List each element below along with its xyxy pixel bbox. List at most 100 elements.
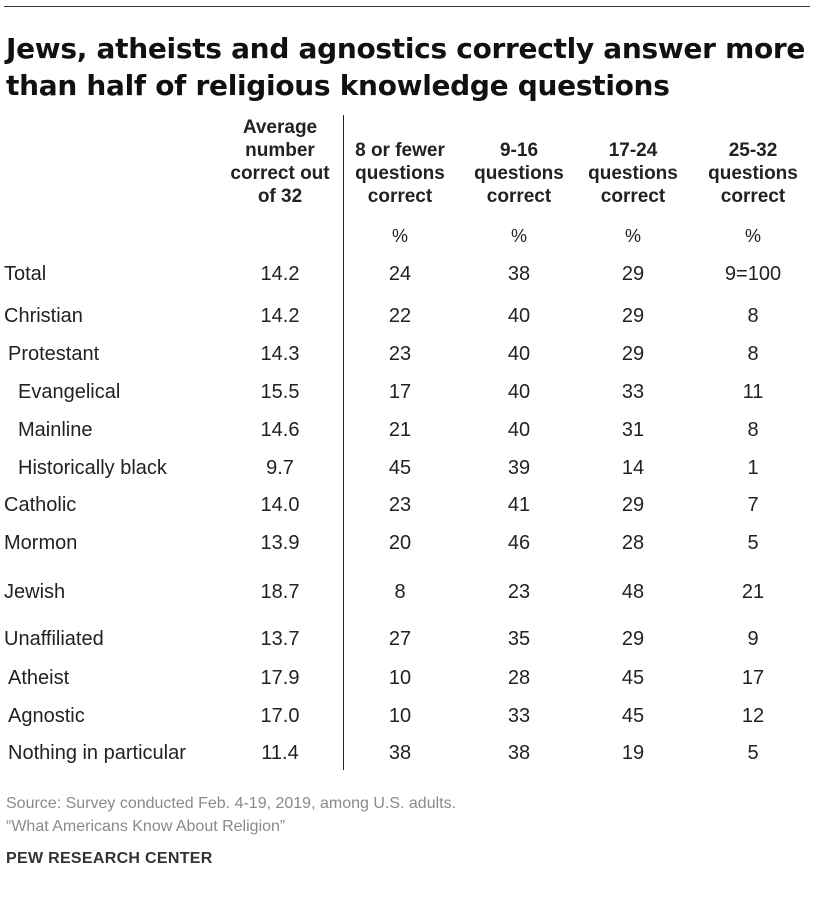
- row-label: Christian: [4, 305, 83, 327]
- table-cell: 13.9: [260, 532, 300, 554]
- table-cell: 14.3: [260, 343, 300, 365]
- column-header-2: 9-16 questions correct: [459, 139, 579, 208]
- row-label: Mainline: [18, 419, 93, 441]
- unit-label: %: [624, 226, 641, 246]
- row-label: Total: [4, 263, 47, 285]
- table-cell: 14.2: [260, 263, 300, 285]
- table-cell: 29: [621, 343, 645, 365]
- table-cell: 21: [388, 419, 412, 441]
- column-header-line: questions: [588, 163, 678, 184]
- table-cell: 12: [741, 705, 765, 727]
- row-label: Unaffiliated: [4, 628, 104, 650]
- table-cell: 33: [621, 381, 645, 403]
- table-cell: 14.6: [260, 419, 300, 441]
- table-cell: 5: [747, 742, 759, 764]
- column-header-line: of 32: [257, 186, 303, 207]
- column-header-line: 8 or fewer: [355, 140, 445, 161]
- table-cell: 40: [507, 419, 531, 441]
- column-header-line: 9-16: [499, 140, 539, 161]
- source-note: Source: Survey conducted Feb. 4-19, 2019…: [6, 792, 456, 838]
- table-cell: 14: [621, 457, 645, 479]
- table-cell: 8: [747, 305, 759, 327]
- table-cell: 9=100: [724, 263, 782, 285]
- table-cell: 5: [747, 532, 759, 554]
- table-cell: 11: [742, 381, 764, 403]
- table-cell: 38: [507, 263, 531, 285]
- table-cell: 35: [507, 628, 531, 650]
- column-header-line: questions: [474, 163, 564, 184]
- table-cell: 18.7: [260, 581, 300, 603]
- row-label: Catholic: [4, 494, 77, 516]
- source-line-1: Source: Survey conducted Feb. 4-19, 2019…: [6, 795, 457, 812]
- table-cell: 9: [747, 628, 759, 650]
- table-cell: 22: [388, 305, 412, 327]
- table-cell: 29: [621, 263, 645, 285]
- table-cell: 40: [507, 343, 531, 365]
- row-label: Historically black: [18, 457, 167, 479]
- table-cell: 41: [507, 494, 531, 516]
- table-cell: 46: [507, 532, 531, 554]
- table-cell: 1: [747, 457, 759, 479]
- column-header-line: correct: [600, 186, 666, 207]
- table-cell: 33: [507, 705, 531, 727]
- table-cell: 14.0: [260, 494, 300, 516]
- row-label: Protestant: [8, 343, 100, 365]
- column-header-line: correct: [720, 186, 786, 207]
- table-cell: 11.4: [261, 742, 299, 764]
- table-cell: 21: [741, 581, 765, 603]
- row-label: Agnostic: [8, 705, 85, 727]
- table-cell: 17.0: [260, 705, 300, 727]
- table-cell: 20: [388, 532, 412, 554]
- column-header-line: number: [245, 140, 315, 161]
- column-header-line: questions: [708, 163, 798, 184]
- table-cell: 40: [507, 381, 531, 403]
- table-cell: 23: [507, 581, 531, 603]
- table-cell: 31: [621, 419, 645, 441]
- top-rule: [4, 6, 810, 7]
- row-label: Evangelical: [18, 381, 121, 403]
- table-cell: 28: [507, 667, 531, 689]
- table-cell: 40: [507, 305, 531, 327]
- unit-label: %: [510, 226, 527, 246]
- row-label: Nothing in particular: [8, 742, 186, 764]
- brand-label: PEW RESEARCH CENTER: [6, 850, 213, 867]
- table-cell: 29: [621, 628, 645, 650]
- table-cell: 29: [621, 494, 645, 516]
- table-cell: 17: [741, 667, 765, 689]
- unit-label: %: [391, 226, 408, 246]
- column-header-3: 17-24 questions correct: [573, 139, 693, 208]
- table-cell: 23: [388, 343, 412, 365]
- column-divider: [343, 115, 344, 770]
- column-header-line: 17-24: [608, 140, 658, 161]
- column-header-line: correct out: [230, 163, 330, 184]
- row-label: Jewish: [4, 581, 66, 603]
- table-cell: 19: [621, 742, 645, 764]
- column-header-line: Average: [242, 117, 318, 138]
- table-cell: 45: [621, 667, 645, 689]
- table-cell: 23: [388, 494, 412, 516]
- table-cell: 10: [388, 705, 412, 727]
- source-line-2: “What Americans Know About Religion”: [6, 818, 286, 835]
- table-cell: 8: [394, 581, 406, 603]
- table-cell: 13.7: [260, 628, 300, 650]
- column-header-line: questions: [355, 163, 445, 184]
- unit-label: %: [744, 226, 761, 246]
- table-cell: 39: [507, 457, 531, 479]
- table-cell: 14.2: [260, 305, 300, 327]
- table-cell: 38: [388, 742, 412, 764]
- column-header-line: 25-32: [728, 140, 778, 161]
- table-cell: 48: [621, 581, 645, 603]
- row-label: Mormon: [4, 532, 78, 554]
- table-cell: 10: [388, 667, 412, 689]
- row-label: Atheist: [8, 667, 70, 689]
- table-cell: 38: [507, 742, 531, 764]
- table-cell: 8: [747, 419, 759, 441]
- table-cell: 17.9: [260, 667, 300, 689]
- column-header-1: 8 or fewer questions correct: [340, 139, 460, 208]
- table-cell: 17: [388, 381, 412, 403]
- column-header-line: correct: [486, 186, 552, 207]
- table-cell: 27: [388, 628, 412, 650]
- column-header-4: 25-32 questions correct: [693, 139, 813, 208]
- table-cell: 45: [388, 457, 412, 479]
- column-header-line: correct: [367, 186, 433, 207]
